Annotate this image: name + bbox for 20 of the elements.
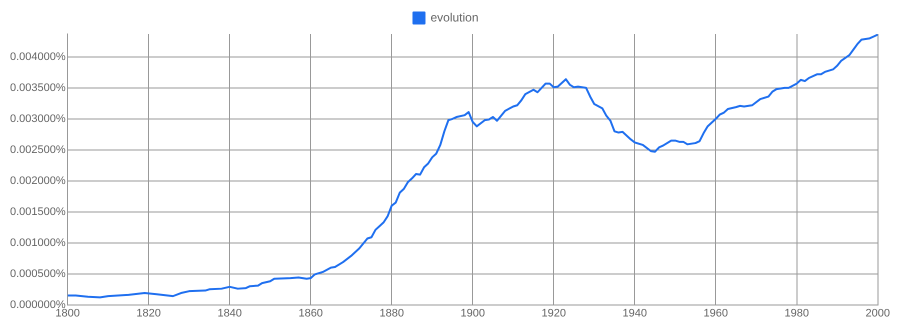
y-tick-label: 0.003500% <box>10 82 66 94</box>
x-tick-label: 1840 <box>217 307 242 320</box>
x-tick-label: 1860 <box>298 307 323 320</box>
x-tick-label: 1980 <box>784 307 809 320</box>
x-tick-label: 1920 <box>541 307 566 320</box>
x-tick-label: 1820 <box>136 307 161 320</box>
y-tick-label: 0.002000% <box>10 174 66 187</box>
legend-label: evolution <box>430 10 479 24</box>
y-tick-label: 0.004000% <box>10 50 66 63</box>
y-tick-label: 0.002500% <box>10 144 66 156</box>
x-tick-label: 2000 <box>866 307 890 320</box>
y-tick-label: 0.000500% <box>10 268 66 280</box>
x-tick-label: 1880 <box>379 307 404 320</box>
x-tick-label: 1940 <box>622 307 647 320</box>
x-tick-label: 1800 <box>55 307 80 320</box>
y-tick-label: 0.003000% <box>10 112 66 125</box>
y-tick-label: 0.001000% <box>10 236 66 249</box>
y-tick-label: 0.001500% <box>10 206 66 218</box>
x-tick-label: 1900 <box>460 307 485 320</box>
x-tick-label: 1960 <box>704 307 728 320</box>
